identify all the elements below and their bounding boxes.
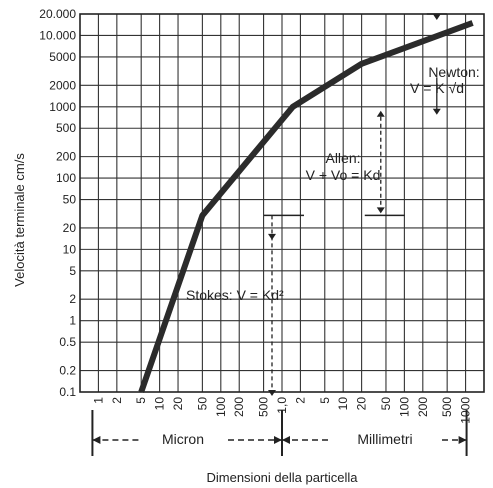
x-tick-label: 2 [110, 397, 124, 404]
y-tick-label: 1000 [49, 100, 76, 114]
y-tick-label: 20.000 [39, 7, 76, 21]
x-tick-label: 500 [257, 397, 271, 417]
unit-micron-label: Micron [162, 431, 204, 447]
y-tick-label: 0.1 [59, 385, 76, 399]
x-tick-label: 500 [440, 397, 454, 417]
y-tick-label: 5 [69, 264, 76, 278]
x-tick-label: 100 [397, 397, 411, 417]
y-tick-label: 10 [63, 242, 77, 256]
arrow-right-icon [458, 436, 467, 444]
y-tick-label: 50 [63, 193, 77, 207]
x-tick-label: 200 [232, 397, 246, 417]
arrow-down-icon [268, 233, 276, 240]
x-tick-label: 1,0 [275, 397, 289, 414]
series-line [138, 20, 474, 393]
y-tick-label: 1 [69, 314, 76, 328]
arrow-down-icon [376, 207, 385, 214]
allen-formula: V + Vo = Kd [306, 167, 381, 183]
y-tick-label: 500 [56, 121, 76, 135]
x-tick-label: 2 [293, 397, 307, 404]
x-tick-label: 10 [336, 397, 350, 411]
arrow-left-icon [282, 436, 290, 444]
grid [80, 13, 484, 393]
arrow-up-icon [376, 110, 385, 117]
y-tick-label: 0.5 [59, 335, 76, 349]
x-tick-label: 100 [214, 397, 228, 417]
arrow-down-icon [268, 390, 276, 396]
newton-label: Newton: [428, 64, 479, 80]
y-tick-labels: 0.1 0.2 0.5 1 2 5 10 20 50 100 200 500 1000 2000 5000 1… [39, 7, 76, 399]
x-tick-label: 50 [195, 397, 209, 411]
regime-boundary-marks [91, 13, 468, 456]
x-tick-label: 200 [416, 397, 430, 417]
arrow-right-icon [274, 436, 282, 444]
arrow-left-icon [92, 436, 101, 444]
x-tick-label: 20 [355, 397, 369, 411]
arrow-down-icon [432, 14, 441, 20]
unit-millimetri-label: Millimetri [357, 431, 412, 447]
plot-frame [79, 13, 485, 393]
x-tick-label: 10 [153, 397, 167, 411]
x-tick-label: 5 [134, 397, 148, 404]
y-tick-label: 2 [69, 292, 76, 306]
x-tick-labels: 1251020501002005001,02510205010020050010… [91, 397, 472, 424]
arrow-down-icon [432, 108, 441, 115]
allen-label: Allen: [325, 150, 360, 166]
x-tick-label: 50 [379, 397, 393, 411]
x-tick-label: 20 [171, 397, 185, 411]
x-tick-label: 5 [318, 397, 332, 404]
y-tick-label: 20 [63, 221, 77, 235]
x-axis-label: Dimensioni della particella [206, 470, 358, 485]
stokes-label: Stokes: V = Kd² [186, 287, 284, 303]
y-tick-label: 100 [56, 171, 76, 185]
y-tick-label: 10.000 [39, 28, 76, 42]
y-axis-label: Velocità terminale cm/s [12, 153, 27, 287]
y-tick-label: 200 [56, 150, 76, 164]
plot-border [79, 13, 485, 393]
series-group [138, 20, 474, 393]
y-tick-label: 0.2 [59, 364, 76, 378]
annotations: Velocità terminale cm/s Dimensioni della… [12, 64, 480, 485]
x-tick-label: 1 [91, 397, 105, 404]
y-tick-label: 2000 [49, 78, 76, 92]
y-tick-label: 5000 [49, 50, 76, 64]
